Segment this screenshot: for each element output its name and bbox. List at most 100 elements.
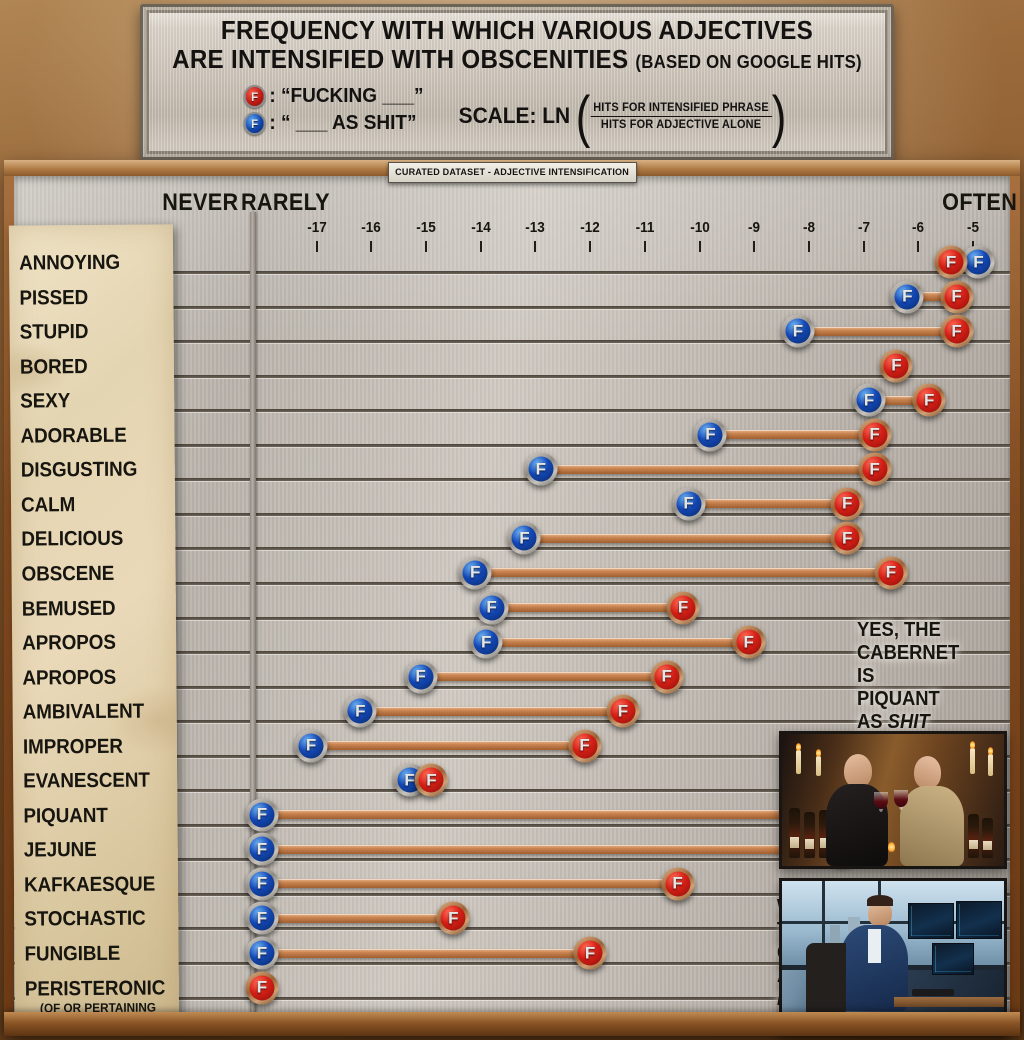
as-shit-marker-delicious[interactable]: F xyxy=(507,521,541,555)
x-tick-mark--7 xyxy=(862,241,865,252)
x-tick-label--17: -17 xyxy=(306,219,327,236)
fucking-marker-improper[interactable]: F xyxy=(568,729,602,763)
connector-bar xyxy=(261,844,842,854)
fucking-marker-annoying[interactable]: F xyxy=(934,245,968,279)
as-shit-marker-annoying[interactable]: F xyxy=(961,245,995,279)
as-shit-marker-sexy[interactable]: F xyxy=(852,383,886,417)
as-shit-marker-stochastic[interactable]: F xyxy=(245,901,279,935)
fucking-marker-bemused[interactable]: F xyxy=(666,591,700,624)
x-tick-label--10: -10 xyxy=(689,219,710,236)
zone-label-never: NEVER xyxy=(162,189,239,216)
as-shit-marker-piquant[interactable]: F xyxy=(245,798,279,832)
connector-bar xyxy=(311,741,585,751)
row-groove xyxy=(14,789,1010,793)
adjective-label-fungible-20: FUNGIBLE xyxy=(24,941,121,966)
as-shit-marker-disgusting[interactable]: F xyxy=(524,452,558,486)
fucking-marker-sexy[interactable]: F xyxy=(912,383,946,417)
fucking-marker-peristeronic[interactable]: F xyxy=(245,971,279,1005)
fucking-marker-stochastic[interactable]: F xyxy=(436,901,470,935)
as-shit-marker-calm[interactable]: F xyxy=(672,487,706,521)
fucking-marker-evanescent[interactable]: F xyxy=(414,763,448,797)
fucking-marker-disgusting[interactable]: F xyxy=(858,452,892,486)
title-line-2-note: (BASED ON GOOGLE HITS) xyxy=(635,52,862,72)
adjective-label-jejune-17: JEJUNE xyxy=(23,838,97,862)
connector-bar xyxy=(261,879,678,889)
adjective-label-bored-3: BORED xyxy=(19,354,88,379)
adjective-label-calm-7: CALM xyxy=(20,492,76,517)
x-tick-mark--8 xyxy=(807,241,810,252)
as-shit-marker-improper[interactable]: F xyxy=(294,729,328,763)
legend: F : “FUCKING ___” F : “ ___ AS SHIT” SCA… xyxy=(143,83,891,145)
dataset-tag-label: CURATED DATASET - ADJECTIVE INTENSIFICAT… xyxy=(395,167,630,178)
as-shit-marker-bemused[interactable]: F xyxy=(475,591,509,624)
zone-label-rarely: RARELY xyxy=(240,189,330,216)
row-groove xyxy=(14,374,1010,378)
as-shit-marker-kafkaesque[interactable]: F xyxy=(245,867,279,901)
adjective-label-stupid-2: STUPID xyxy=(19,320,89,344)
connector-bar xyxy=(360,706,623,716)
as-shit-marker-stupid[interactable]: F xyxy=(781,314,815,348)
adjective-label-sexy-4: SEXY xyxy=(20,389,71,413)
f-red-chip-icon: F xyxy=(243,85,266,108)
legend-label-as-shit: : “ ___ AS SHIT” xyxy=(269,112,417,134)
adjective-label-annoying-0: ANNOYING xyxy=(19,250,121,275)
fucking-marker-apropos[interactable]: F xyxy=(650,660,684,694)
row-groove xyxy=(14,823,1010,827)
fucking-marker-kafkaesque[interactable]: F xyxy=(661,867,695,901)
x-tick-mark--6 xyxy=(917,241,920,252)
connector-bar xyxy=(261,810,842,820)
f-blue-chip-icon: F xyxy=(243,112,266,135)
adjective-label-evanescent-15: EVANESCENT xyxy=(23,768,150,793)
fucking-marker-ambivalent[interactable]: F xyxy=(606,694,640,728)
as-shit-marker-adorable[interactable]: F xyxy=(693,418,727,452)
x-tick-mark--16 xyxy=(370,241,373,252)
row-groove xyxy=(14,581,1010,585)
paren-open: ( xyxy=(575,83,591,149)
fucking-marker-fungible[interactable]: F xyxy=(573,936,607,970)
as-shit-marker-obscene[interactable]: F xyxy=(458,556,492,590)
connector-bar xyxy=(797,326,957,336)
row-groove xyxy=(14,409,1010,413)
fucking-marker-pissed[interactable]: F xyxy=(940,280,974,314)
fucking-marker-adorable[interactable]: F xyxy=(858,418,892,452)
title-plaque: FREQUENCY WITH WHICH VARIOUS ADJECTIVES … xyxy=(140,4,894,160)
fucking-marker-obscene[interactable]: F xyxy=(874,556,908,590)
legend-item-fucking: F : “FUCKING ___” xyxy=(243,85,423,108)
x-tick-label--5: -5 xyxy=(966,219,980,236)
row-groove xyxy=(14,443,1010,447)
as-shit-marker-pissed[interactable]: F xyxy=(890,280,924,314)
as-shit-marker-jejune[interactable]: F xyxy=(245,832,279,866)
x-tick-mark--9 xyxy=(753,241,756,252)
as-shit-marker-ambivalent[interactable]: F xyxy=(343,694,377,728)
connector-bar xyxy=(710,430,875,440)
connector-bar xyxy=(261,948,591,958)
x-tick-label--14: -14 xyxy=(470,219,491,236)
fucking-marker-stupid[interactable]: F xyxy=(940,314,974,348)
fraction-numerator: HITS FOR INTENSIFIED PHRASE xyxy=(590,101,772,117)
x-tick-mark--17 xyxy=(315,241,318,252)
fucking-marker-bored[interactable]: F xyxy=(879,349,913,383)
x-tick-mark--10 xyxy=(698,241,701,252)
scale-fraction: ( HITS FOR INTENSIFIED PHRASE HITS FOR A… xyxy=(576,87,787,145)
row-groove xyxy=(14,996,1010,1000)
adjective-label-bemused-10: BEMUSED xyxy=(21,596,116,621)
adjective-label-disgusting-6: DISGUSTING xyxy=(20,457,138,482)
as-shit-marker-apropos[interactable]: F xyxy=(404,660,438,694)
x-tick-mark--13 xyxy=(534,241,537,252)
legend-item-as-shit: F : “ ___ AS SHIT” xyxy=(243,112,424,135)
fucking-marker-apropos[interactable]: F xyxy=(732,625,766,659)
adjective-label-delicious-8: DELICIOUS xyxy=(21,527,124,551)
row-groove xyxy=(14,962,1010,965)
fraction-denominator: HITS FOR ADJECTIVE ALONE xyxy=(601,118,762,131)
two-women-wine-bar-photo xyxy=(779,731,1007,869)
x-tick-mark--14 xyxy=(479,241,482,252)
row-groove xyxy=(14,512,1010,516)
fucking-marker-calm[interactable]: F xyxy=(830,487,864,521)
fucking-marker-delicious[interactable]: F xyxy=(830,521,864,555)
paren-close: ) xyxy=(771,83,787,149)
as-shit-marker-apropos[interactable]: F xyxy=(469,625,503,659)
adjective-label-stochastic-19: STOCHASTIC xyxy=(24,907,146,931)
connector-bar xyxy=(524,533,848,543)
as-shit-marker-fungible[interactable]: F xyxy=(245,936,279,970)
row-groove xyxy=(14,616,1010,620)
